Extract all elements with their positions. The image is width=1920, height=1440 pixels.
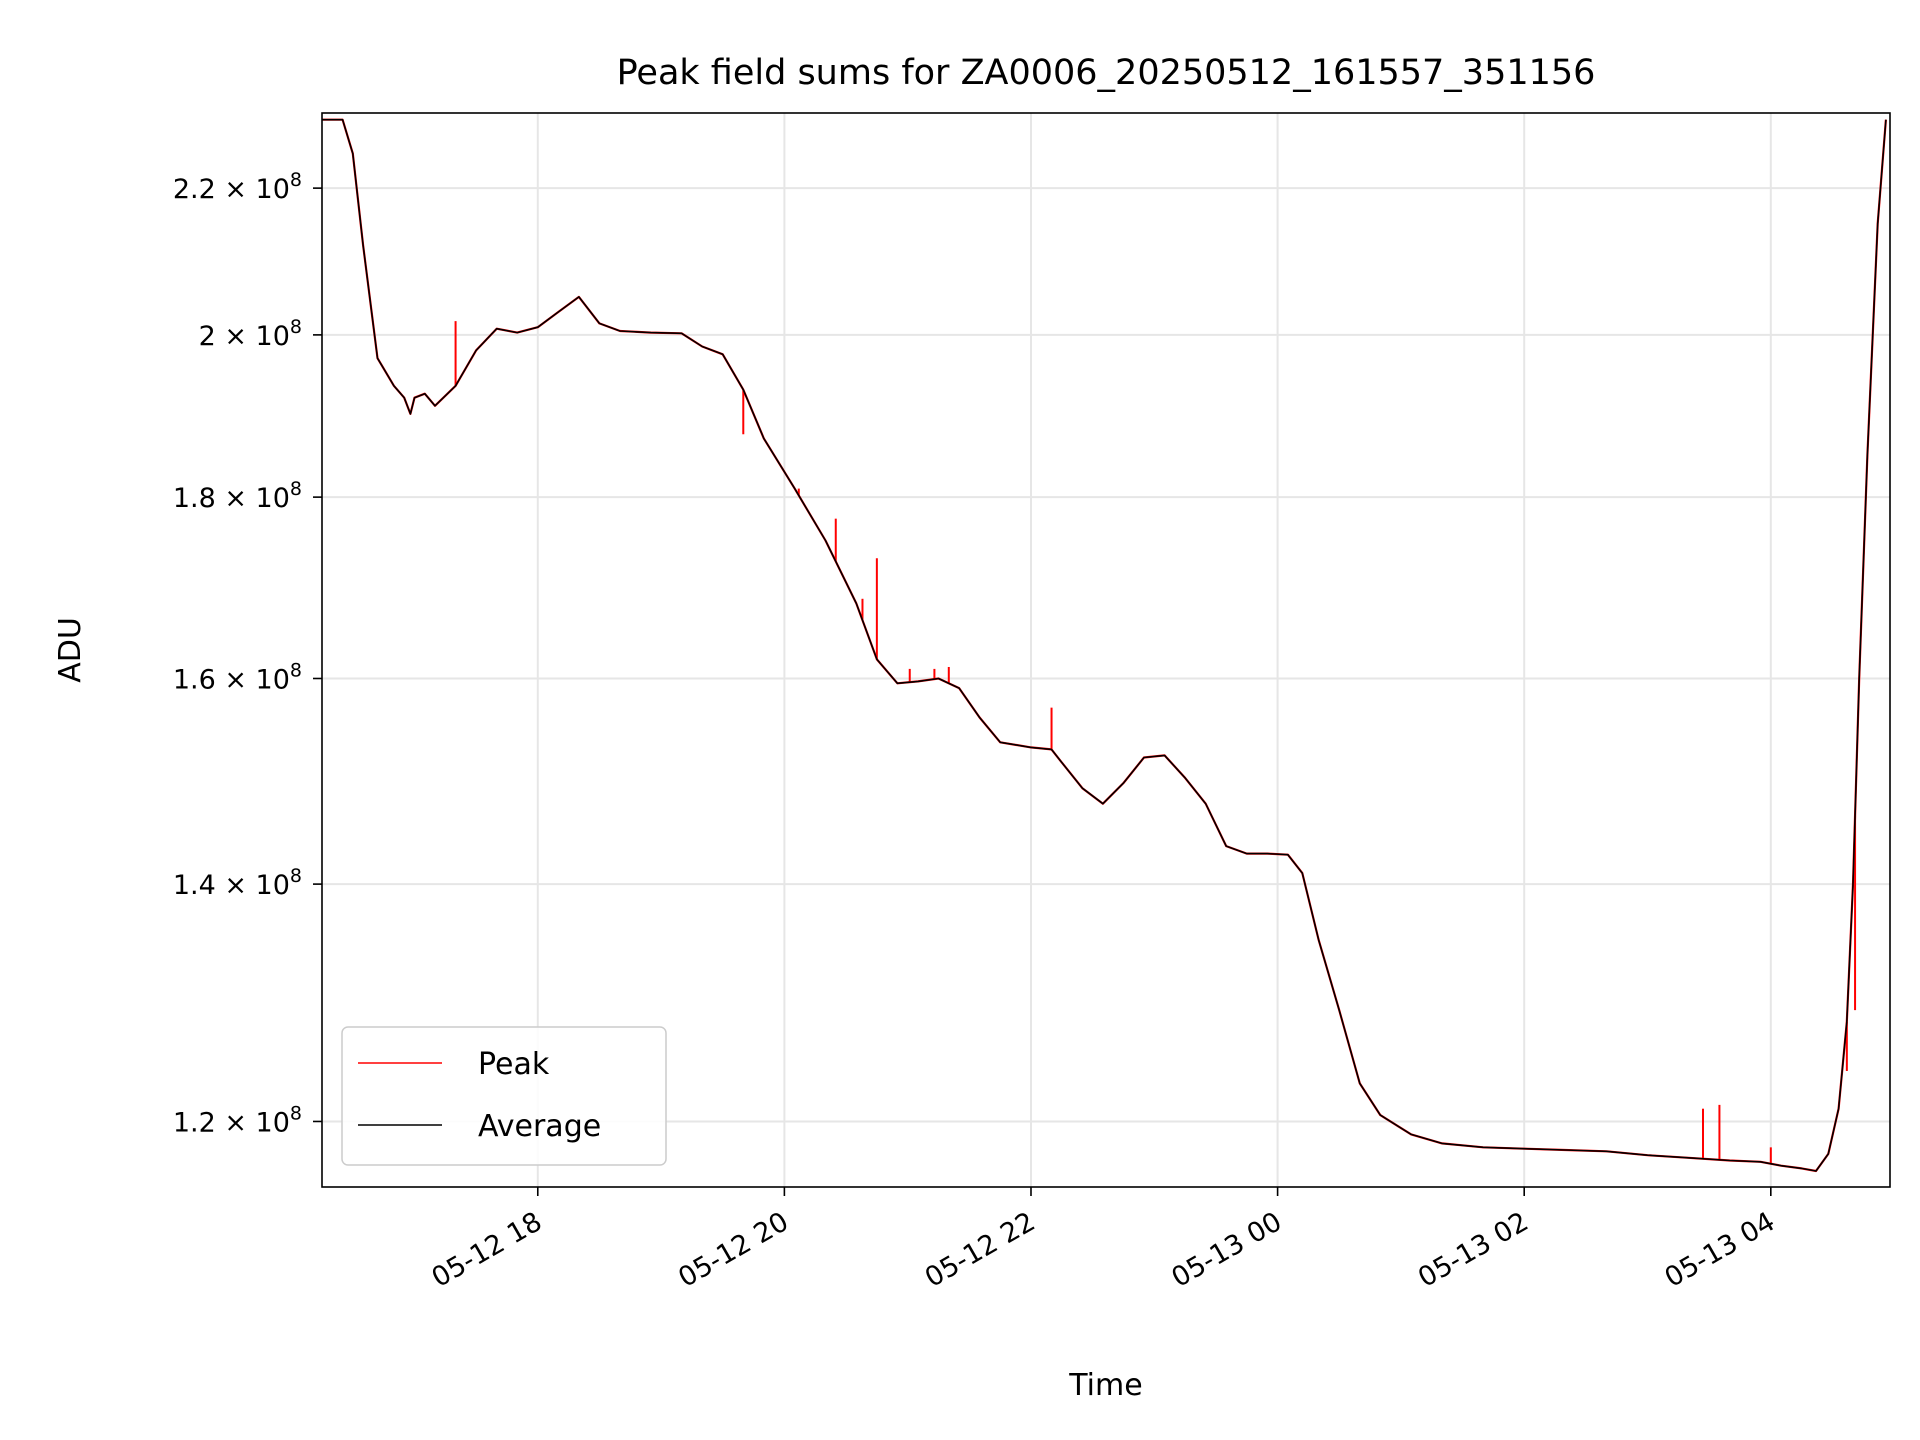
y-tick-label: 1.2 × 108 xyxy=(173,1102,302,1138)
y-tick-label: 1.8 × 108 xyxy=(173,478,302,514)
series-layer xyxy=(322,118,1887,1173)
y-tick-label: 1.6 × 108 xyxy=(173,659,302,695)
legend: Peak Average xyxy=(341,1026,667,1166)
plot-frame xyxy=(321,112,1891,1188)
y-tick-label: 1.4 × 108 xyxy=(173,865,302,901)
y-axis-label: ADU xyxy=(53,617,88,683)
chart-title: Peak field sums for ZA0006_20250512_1615… xyxy=(617,53,1596,93)
y-tick-label: 2 × 108 xyxy=(199,316,302,352)
x-axis-label: Time xyxy=(1068,1368,1142,1403)
y-axis-ticks: 2.2 × 108 2 × 108 1.8 × 108 1.6 × 108 1.4 × … xyxy=(173,169,322,1138)
series-line-average xyxy=(322,118,1887,1172)
legend-label-average: Average xyxy=(478,1109,601,1144)
legend-label-peak: Peak xyxy=(478,1047,550,1082)
y-tick-label: 2.2 × 108 xyxy=(173,169,302,205)
legend-box xyxy=(341,1026,667,1166)
